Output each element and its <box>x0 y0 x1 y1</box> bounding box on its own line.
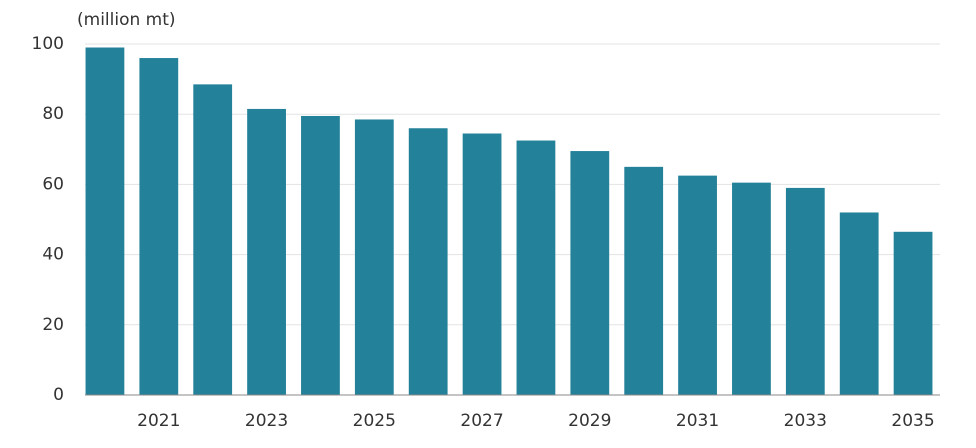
bar <box>408 128 448 396</box>
bar <box>85 47 125 395</box>
bar <box>193 84 233 396</box>
y-tick-label: 80 <box>42 104 64 124</box>
bar <box>624 166 664 395</box>
x-tick-label: 2027 <box>460 411 503 431</box>
bar <box>139 58 179 395</box>
x-tick-label: 2033 <box>784 411 827 431</box>
bar <box>516 140 556 395</box>
x-tick-label: 2029 <box>568 411 611 431</box>
x-tick-label: 2021 <box>137 411 180 431</box>
bar <box>462 133 502 395</box>
bar <box>678 175 717 395</box>
x-tick-label: 2035 <box>891 411 934 431</box>
y-tick-label: 0 <box>53 385 64 405</box>
bar <box>301 115 340 395</box>
y-tick-label: 40 <box>42 245 64 265</box>
bar <box>785 187 825 395</box>
bar <box>570 151 610 395</box>
x-tick-label: 2025 <box>353 411 396 431</box>
bar <box>839 212 879 395</box>
bar <box>354 119 394 395</box>
x-tick-label: 2023 <box>245 411 288 431</box>
y-tick-label: 100 <box>32 34 64 54</box>
bar <box>247 108 286 395</box>
bar <box>893 231 933 395</box>
y-axis-label: (million mt) <box>77 10 176 30</box>
x-tick-label: 2031 <box>676 411 719 431</box>
bar <box>732 182 771 395</box>
y-tick-label: 20 <box>42 315 64 335</box>
y-tick-label: 60 <box>42 174 64 194</box>
